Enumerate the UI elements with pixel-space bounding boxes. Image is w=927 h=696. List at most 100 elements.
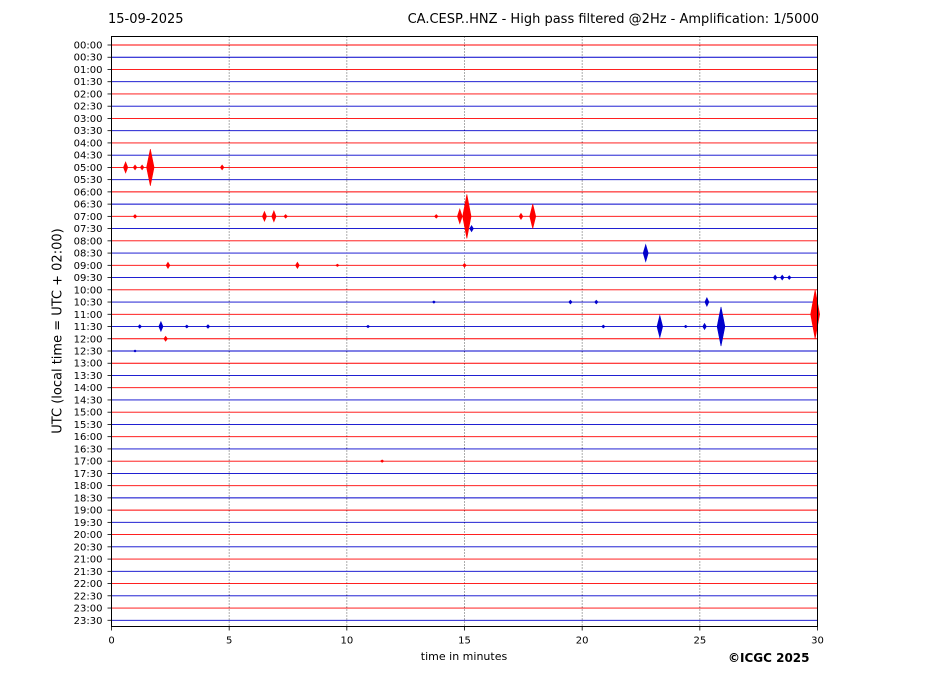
event-mark xyxy=(594,299,599,305)
grid-lines xyxy=(228,36,701,627)
y-tick-label: 08:00 xyxy=(74,236,103,247)
event-mark xyxy=(518,212,524,220)
x-tick-label: 5 xyxy=(226,636,232,647)
event-mark xyxy=(184,324,189,329)
event-mark xyxy=(365,324,371,329)
event-mark xyxy=(462,263,467,268)
y-tick-label: 13:00 xyxy=(74,359,103,370)
x-tick-label: 20 xyxy=(576,636,589,647)
copyright-label: ©ICGC 2025 xyxy=(728,651,810,665)
y-tick-label: 01:30 xyxy=(74,77,103,88)
y-tick-label: 09:00 xyxy=(74,261,103,272)
event-mark xyxy=(139,164,145,171)
event-mark xyxy=(434,214,439,219)
y-tick-label: 15:00 xyxy=(74,408,103,419)
y-tick-label: 01:00 xyxy=(74,65,103,76)
event-mark xyxy=(283,214,288,219)
event-mark xyxy=(704,297,710,308)
y-tick-label: 19:30 xyxy=(74,518,103,529)
traces xyxy=(111,44,818,621)
event-mark xyxy=(165,261,171,269)
y-tick-label: 11:00 xyxy=(74,310,103,321)
y-tick-label: 10:30 xyxy=(74,298,103,309)
event-mark xyxy=(132,349,138,353)
y-tick-label: 18:30 xyxy=(74,493,103,504)
x-axis-label: time in minutes xyxy=(420,650,508,663)
event-mark xyxy=(601,324,606,329)
x-axis-ticks: 0 5 10 15 20 25 30 xyxy=(108,626,824,647)
y-tick-label: 21:30 xyxy=(74,567,103,578)
event-mark xyxy=(132,164,138,171)
events xyxy=(123,148,820,463)
y-tick-label: 05:00 xyxy=(74,163,103,174)
y-tick-label: 00:00 xyxy=(74,41,103,52)
x-tick-label: 10 xyxy=(340,636,353,647)
event-mark xyxy=(271,210,277,223)
event-mark xyxy=(158,320,164,333)
event-mark xyxy=(656,314,663,339)
y-axis-label: UTC (local time = UTC + 02:00) xyxy=(50,228,66,434)
y-tick-label: 05:30 xyxy=(74,175,103,186)
event-mark xyxy=(431,300,437,304)
event-mark xyxy=(683,324,688,329)
y-tick-label: 12:30 xyxy=(74,347,103,358)
event-mark xyxy=(716,306,726,347)
y-tick-label: 18:00 xyxy=(74,481,103,492)
y-tick-label: 20:30 xyxy=(74,542,103,553)
event-mark xyxy=(137,324,142,329)
event-mark xyxy=(163,335,168,342)
event-mark xyxy=(529,204,537,229)
y-tick-label: 23:00 xyxy=(74,604,103,615)
y-tick-label: 07:30 xyxy=(74,224,103,235)
event-mark xyxy=(132,214,138,219)
y-tick-label: 09:30 xyxy=(74,273,103,284)
y-tick-label: 13:30 xyxy=(74,371,103,382)
x-tick-label: 15 xyxy=(458,636,471,647)
event-mark xyxy=(780,274,785,281)
event-mark xyxy=(457,208,463,225)
event-mark xyxy=(469,224,474,233)
x-tick-label: 30 xyxy=(811,636,824,647)
y-tick-label: 23:30 xyxy=(74,616,103,627)
y-tick-label: 04:30 xyxy=(74,151,103,162)
y-tick-label: 15:30 xyxy=(74,420,103,431)
event-mark xyxy=(568,299,573,305)
y-tick-label: 04:00 xyxy=(74,138,103,149)
y-tick-label: 16:00 xyxy=(74,432,103,443)
y-tick-label: 21:00 xyxy=(74,555,103,566)
y-tick-label: 06:30 xyxy=(74,200,103,211)
y-tick-label: 06:00 xyxy=(74,187,103,198)
event-mark xyxy=(146,148,155,186)
event-mark xyxy=(335,263,340,267)
y-tick-label: 14:30 xyxy=(74,395,103,406)
y-tick-label: 22:00 xyxy=(74,579,103,590)
event-mark xyxy=(810,289,820,339)
y-tick-label: 07:00 xyxy=(74,212,103,223)
event-mark xyxy=(462,194,472,239)
y-tick-label: 19:00 xyxy=(74,506,103,517)
x-tick-label: 0 xyxy=(108,636,114,647)
event-mark xyxy=(772,274,778,281)
y-tick-label: 12:00 xyxy=(74,334,103,345)
y-tick-label: 17:30 xyxy=(74,469,103,480)
y-tick-label: 02:30 xyxy=(74,102,103,113)
y-tick-label: 16:30 xyxy=(74,444,103,455)
y-tick-label: 03:30 xyxy=(74,126,103,137)
y-tick-label: 03:00 xyxy=(74,114,103,125)
event-mark xyxy=(702,322,707,331)
y-tick-label: 02:00 xyxy=(74,89,103,100)
y-tick-label: 14:00 xyxy=(74,383,103,394)
event-mark xyxy=(379,459,385,463)
y-tick-label: 20:00 xyxy=(74,530,103,541)
event-mark xyxy=(205,324,211,329)
event-mark xyxy=(295,261,300,269)
y-tick-label: 08:30 xyxy=(74,249,103,260)
event-mark xyxy=(642,243,649,263)
y-tick-label: 00:30 xyxy=(74,53,103,64)
event-mark xyxy=(787,275,792,280)
y-tick-label: 11:30 xyxy=(74,322,103,333)
event-mark xyxy=(219,164,225,171)
y-tick-label: 22:30 xyxy=(74,591,103,602)
